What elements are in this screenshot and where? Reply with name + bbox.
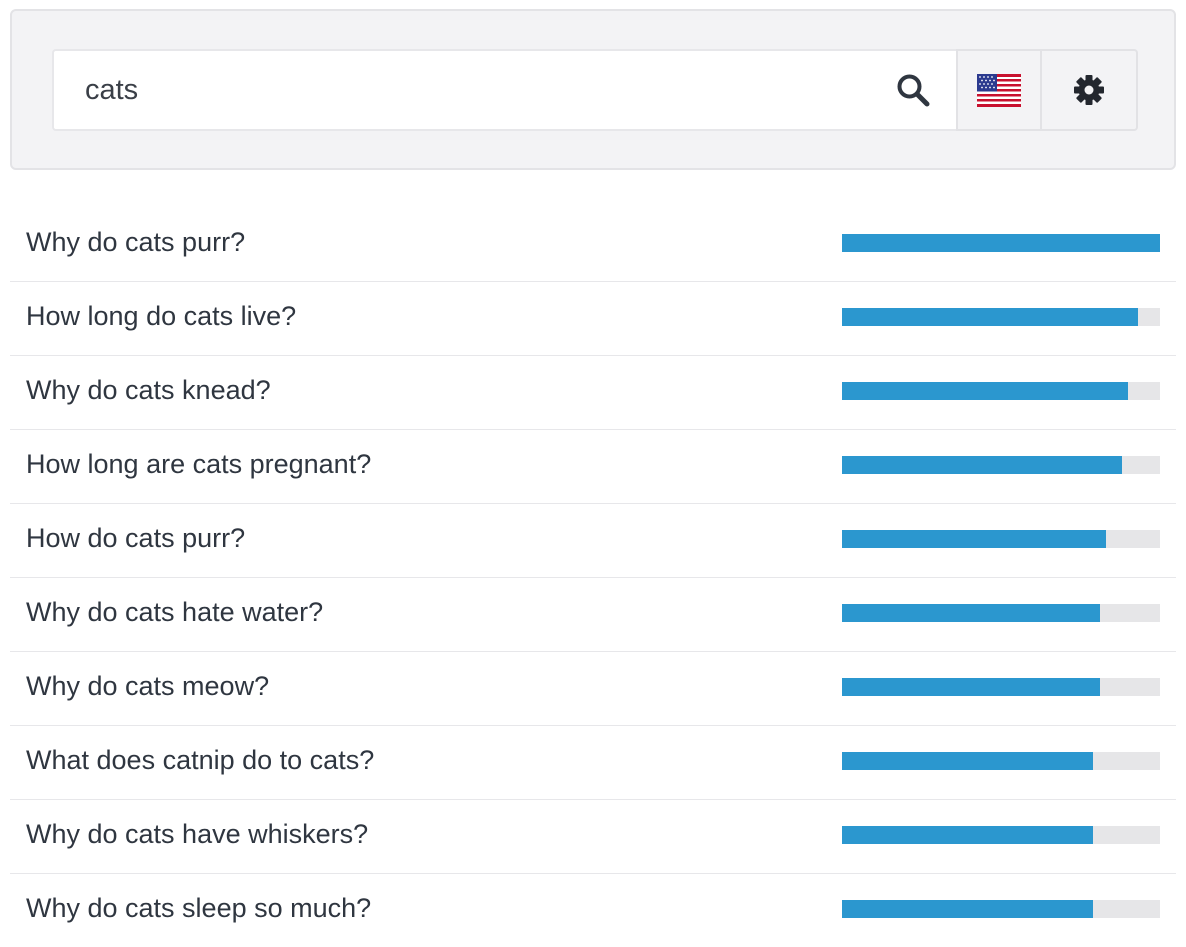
country-select-button[interactable] [956, 49, 1043, 131]
result-label[interactable]: How do cats purr? [26, 523, 246, 553]
result-label[interactable]: Why do cats knead? [26, 375, 271, 405]
result-row[interactable]: Why do cats knead? [10, 356, 1176, 430]
result-label[interactable]: Why do cats purr? [26, 227, 246, 257]
result-label[interactable]: How long are cats pregnant? [26, 449, 372, 479]
result-row[interactable]: How do cats purr? [10, 504, 1176, 578]
popularity-bar-track [842, 456, 1160, 474]
popularity-bar-fill [842, 900, 1094, 918]
popularity-bar-track [842, 900, 1160, 918]
popularity-bar-track [842, 752, 1160, 770]
result-label[interactable]: Why do cats hate water? [26, 597, 324, 627]
result-label[interactable]: Why do cats sleep so much? [26, 893, 372, 923]
result-label[interactable]: Why do cats have whiskers? [26, 819, 369, 849]
search-input[interactable] [54, 51, 874, 129]
popularity-bar-fill [842, 308, 1138, 326]
popularity-bar-track [842, 234, 1160, 252]
result-label[interactable]: How long do cats live? [26, 301, 297, 331]
popularity-bar-track [842, 826, 1160, 844]
popularity-bar-track [842, 308, 1160, 326]
popularity-bar-track [842, 530, 1160, 548]
result-label[interactable]: Why do cats meow? [26, 671, 270, 701]
popularity-bar-fill [842, 456, 1122, 474]
result-row[interactable]: What does catnip do to cats? [10, 726, 1176, 800]
result-row[interactable]: Why do cats purr? [10, 208, 1176, 282]
popularity-bar-track [842, 604, 1160, 622]
result-row[interactable]: How long are cats pregnant? [10, 430, 1176, 504]
search-group [52, 49, 1138, 131]
result-label[interactable]: What does catnip do to cats? [26, 745, 375, 775]
popularity-bar-track [842, 678, 1160, 696]
popularity-bar-fill [842, 382, 1129, 400]
popularity-bar-track [842, 382, 1160, 400]
search-button[interactable] [892, 69, 934, 111]
search-field-wrapper [52, 49, 957, 131]
popularity-bar-fill [842, 678, 1100, 696]
popularity-bar-fill [842, 234, 1160, 252]
popularity-bar-fill [842, 604, 1100, 622]
result-row[interactable]: How long do cats live? [10, 282, 1176, 356]
result-row[interactable]: Why do cats sleep so much? [10, 874, 1176, 947]
gear-icon [1074, 75, 1105, 105]
result-row[interactable]: Why do cats hate water? [10, 578, 1176, 652]
us-flag-icon [977, 73, 1022, 107]
result-row[interactable]: Why do cats meow? [10, 652, 1176, 726]
popularity-bar-fill [842, 530, 1106, 548]
settings-button[interactable] [1042, 49, 1138, 131]
result-row[interactable]: Why do cats have whiskers? [10, 800, 1176, 874]
results-list: Why do cats purr? How long do cats live?… [10, 208, 1176, 947]
popularity-bar-fill [842, 752, 1094, 770]
search-panel [10, 9, 1176, 170]
popularity-bar-fill [842, 826, 1094, 844]
search-icon [897, 74, 930, 107]
